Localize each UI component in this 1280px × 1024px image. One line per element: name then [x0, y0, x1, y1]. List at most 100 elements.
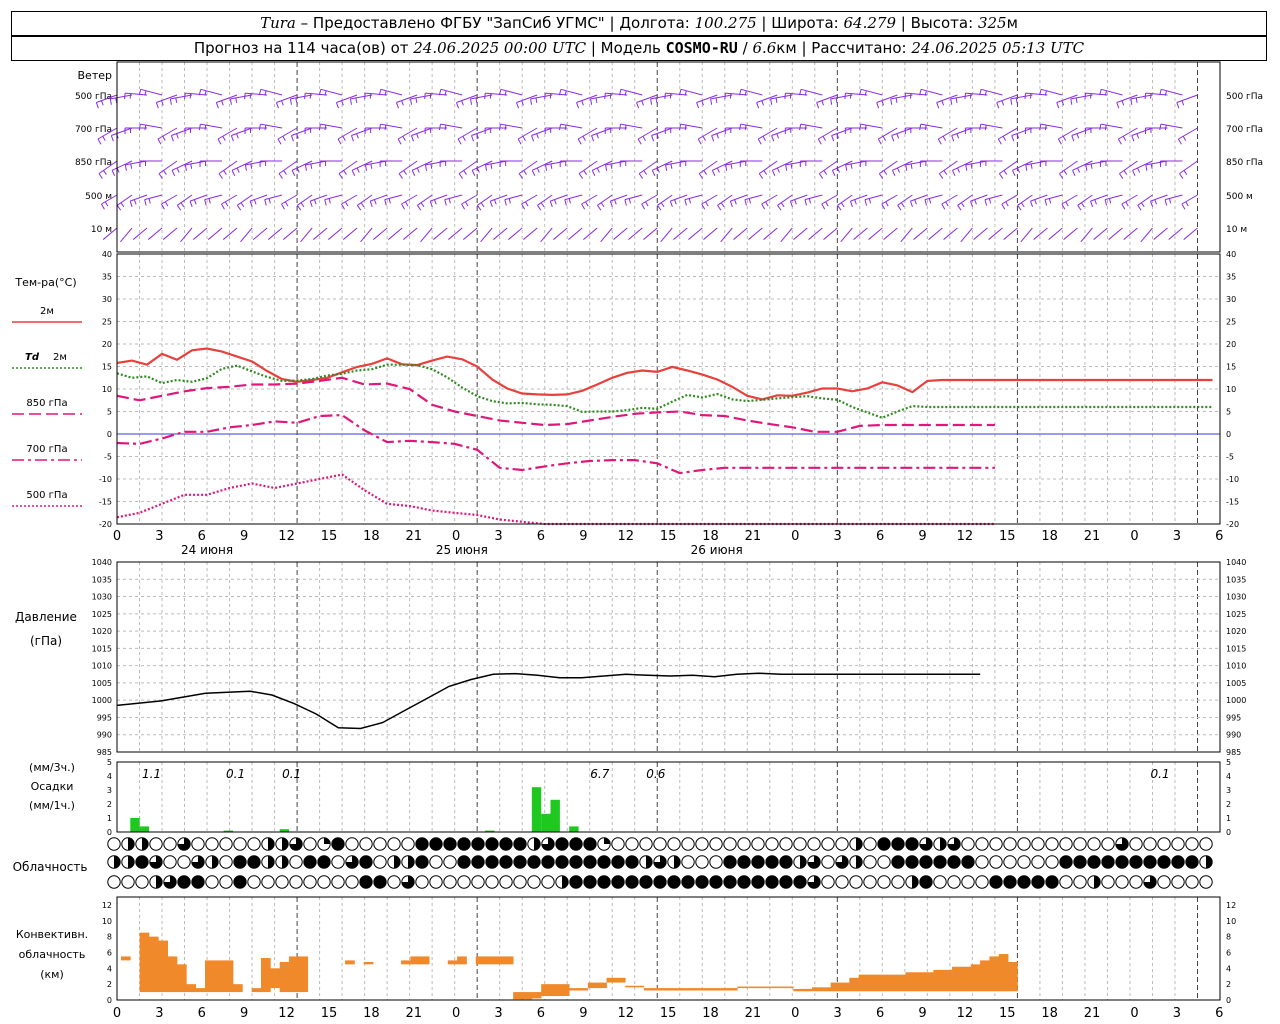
pressure-ytick-left: 1000: [92, 696, 112, 705]
conv-cloud-bar: [251, 988, 262, 993]
wind-barb: [398, 160, 418, 175]
longitude-label: Долгота:: [619, 14, 690, 32]
wind-barb: [192, 227, 208, 240]
cloud-cover-symbol: [1031, 837, 1045, 851]
wind-barb-feather: [909, 200, 913, 207]
cloud-cover-symbol: [373, 855, 387, 869]
wind-barb: [357, 194, 373, 206]
wind-barb: [537, 194, 553, 206]
cloud-cover-quarter: [604, 837, 611, 844]
wind-barb: [320, 88, 343, 96]
wind-barb-feather: [854, 199, 857, 205]
wind-barb-feather: [163, 170, 167, 175]
cloud-cover-full: [723, 855, 737, 869]
cloud-cover-half: [268, 855, 275, 869]
conv-cloud-bar: [970, 964, 981, 992]
temp-ytick-right: 30: [1226, 295, 1236, 304]
wind-barb-feather: [157, 138, 162, 145]
conv-ytick-left: 6: [107, 948, 112, 957]
wind-barb: [221, 194, 238, 205]
cloud-cover-symbol: [821, 837, 835, 851]
conv-cloud-bar: [261, 958, 271, 993]
wind-barb-feather: [540, 202, 545, 208]
wind-barb: [800, 88, 823, 96]
wind-barb: [425, 92, 448, 96]
cloud-cover-three-quarter: [947, 837, 961, 851]
conv-cloud-bar: [1008, 961, 1018, 992]
wind-barb: [897, 194, 913, 206]
wind-barb: [380, 123, 403, 129]
wind-barb: [981, 88, 1003, 96]
cloud-cover-symbol: [1031, 855, 1045, 869]
conv-cloud-bar: [774, 986, 785, 989]
wind-barb: [837, 194, 853, 206]
wind-barb-feather: [678, 89, 682, 96]
pressure-ytick-right: 1005: [1226, 679, 1246, 688]
wind-barb-feather: [1039, 124, 1042, 131]
cloud-cover-full: [1171, 855, 1185, 869]
wind-barb: [185, 160, 208, 166]
day-label: 25 июня: [436, 543, 488, 557]
wind-barb-feather: [941, 100, 945, 106]
hour-tick-label: 9: [918, 529, 926, 544]
wind-barb: [463, 227, 478, 240]
wind-barb-feather: [775, 97, 778, 103]
cloud-cover-symbol: [793, 837, 807, 851]
wind-barb-feather: [536, 167, 540, 173]
wind-barb-feather: [364, 164, 367, 171]
cloud-cover-symbol: [219, 837, 233, 851]
wind-barb-feather: [535, 97, 538, 103]
wind-barb-feather: [730, 163, 733, 169]
cloud-cover-symbol: [1017, 837, 1031, 851]
wind-barb-feather: [281, 203, 285, 210]
conv-ytick-right: 12: [1226, 901, 1236, 910]
wind-barb-feather: [235, 97, 238, 103]
hour-tick-label-bottom: 21: [405, 1006, 422, 1021]
cloud-cover-full: [681, 875, 695, 889]
cloud-cover-symbol: [205, 875, 219, 889]
wind-barb: [518, 160, 538, 175]
hour-tick-label-bottom: 3: [834, 1006, 842, 1021]
wind-barb-feather: [516, 102, 520, 109]
cloud-cover-symbol: [443, 855, 457, 869]
conv-cloud-bar: [821, 987, 832, 992]
wind-barb-feather: [831, 170, 836, 176]
wind-barb-feather: [711, 135, 715, 142]
wind-barb-feather: [835, 97, 838, 103]
wind-barb: [868, 227, 883, 240]
temp-ytick-left: 30: [102, 295, 112, 304]
wind-barb: [819, 160, 838, 175]
cloud-cover-symbol: [331, 875, 345, 889]
wind-barb-feather: [744, 90, 747, 96]
temp-ytick-left: 0: [107, 430, 112, 439]
wind-barb-feather: [696, 102, 700, 109]
precip-ytick-left: 3: [107, 786, 112, 795]
cloud-cover-full: [583, 837, 597, 851]
wind-barb-feather: [643, 170, 648, 175]
wind-barb-feather: [964, 93, 966, 100]
cloud-cover-full: [191, 875, 205, 889]
wind-barb-feather: [530, 98, 533, 105]
wind-barb-feather: [957, 205, 962, 211]
cloud-cover-symbol: [163, 855, 177, 869]
cloud-cover-symbol: [1143, 837, 1157, 851]
hour-tick-label: 18: [1041, 529, 1058, 544]
conv-cloud-bar: [634, 985, 645, 988]
wind-barb: [733, 227, 748, 240]
hour-tick-label-bottom: 0: [113, 1006, 121, 1021]
conv-cloud-bar: [148, 936, 159, 993]
wind-barb: [1137, 194, 1153, 206]
wind-barb-feather: [891, 170, 896, 176]
hour-tick-label: 0: [1130, 529, 1138, 544]
conv-cloud-bar: [569, 988, 579, 991]
wind-barb-feather: [144, 199, 147, 206]
wind-barb: [1010, 94, 1033, 100]
wind-barb-feather: [585, 201, 589, 207]
wind-barb: [636, 94, 658, 103]
conv-cloud-bar: [727, 988, 738, 991]
wind-barb: [380, 88, 403, 96]
wind-barb: [590, 94, 613, 100]
cloud-cover-symbol: [415, 875, 429, 889]
wind-barb: [785, 160, 808, 166]
wind-barb: [1085, 160, 1108, 166]
